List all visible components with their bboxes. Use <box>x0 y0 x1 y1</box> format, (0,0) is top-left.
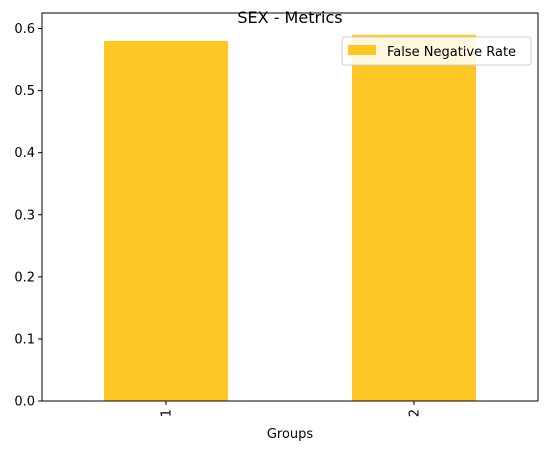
legend: False Negative Rate <box>341 36 532 66</box>
x-axis-label: Groups <box>267 427 314 442</box>
x-tick-label-2: 2 <box>408 409 423 417</box>
y-tick-label: 0.4 <box>14 146 35 161</box>
bars-group <box>104 34 476 402</box>
chart-title: SEX - Metrics <box>237 8 342 27</box>
y-tick-label: 0.3 <box>14 208 35 223</box>
legend-swatch <box>348 45 376 55</box>
legend-box <box>341 36 532 66</box>
y-tick-label: 0.6 <box>14 22 35 37</box>
bar-2 <box>352 34 476 402</box>
y-tick-label: 0.1 <box>14 332 35 347</box>
plot-frame <box>41 12 539 402</box>
y-axis: 0.0 0.1 0.2 0.3 0.4 0.5 0.6 <box>14 22 42 410</box>
bar-1 <box>104 40 228 401</box>
x-tick-label-1: 1 <box>160 409 175 417</box>
y-tick-label: 0.5 <box>14 84 35 99</box>
y-tick-label: 0.0 <box>14 395 35 410</box>
legend-label-false-negative-rate: False Negative Rate <box>387 45 516 60</box>
y-tick-label: 0.2 <box>14 270 35 285</box>
